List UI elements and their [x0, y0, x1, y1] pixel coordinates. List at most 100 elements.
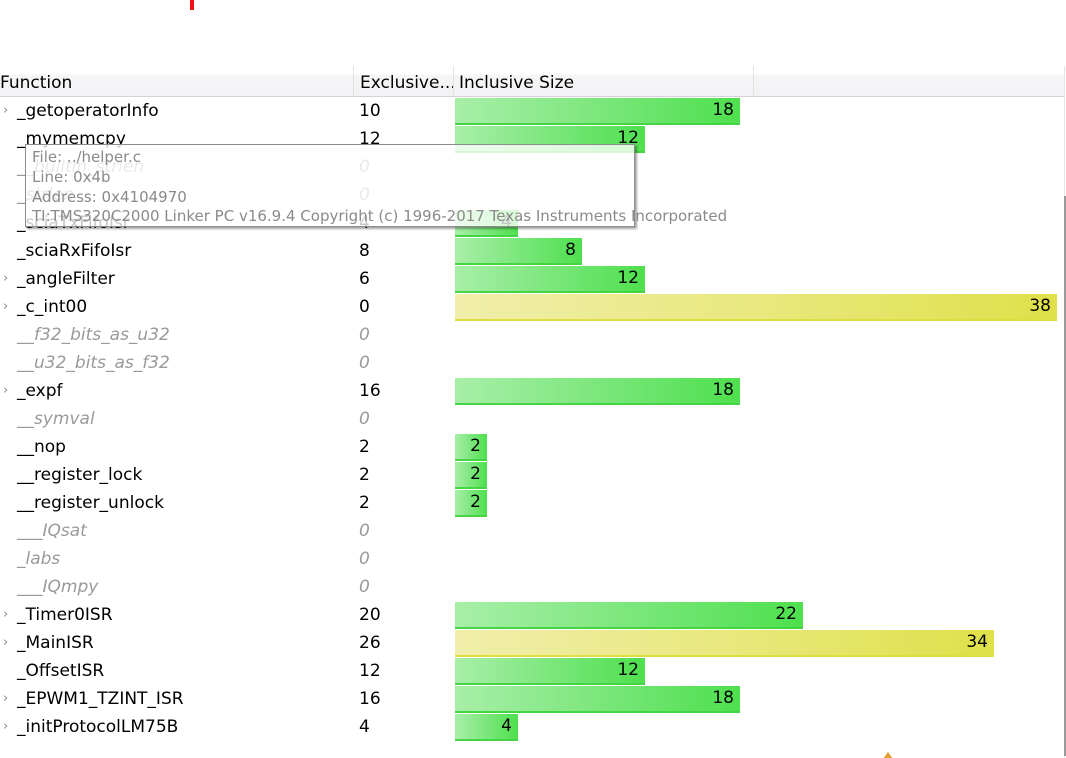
exclusive-size: 16	[359, 689, 381, 709]
function-name: _labs	[17, 549, 61, 569]
exclusive-size: 0	[359, 549, 370, 569]
inclusive-size-bar: 2	[455, 462, 487, 489]
inclusive-size-bar: 18	[455, 98, 740, 125]
table-row[interactable]: › _initProtocolLM75B 4 4	[0, 713, 1064, 741]
table-row[interactable]: › _getoperatorInfo 10 18	[0, 97, 1064, 125]
inclusive-size-bar: 2	[455, 434, 487, 461]
inclusive-size-value: 38	[1029, 296, 1051, 316]
function-name: _sciaRxFifoIsr	[17, 241, 132, 261]
table-row[interactable]: › _EPWM1_TZINT_ISR 16 18	[0, 685, 1064, 713]
column-header-inclusive-size[interactable]: Inclusive Size	[459, 73, 575, 93]
tooltip-producer: TI:TMS320C2000 Linker PC v16.9.4 Copyrig…	[32, 207, 728, 225]
function-name: _getoperatorInfo	[17, 101, 159, 121]
function-name: __f32_bits_as_u32	[17, 325, 170, 345]
column-resize-handle[interactable]	[753, 66, 754, 96]
inclusive-size-value: 2	[470, 492, 481, 512]
expand-chevron-icon[interactable]: ›	[3, 607, 9, 622]
inclusive-size-value: 18	[712, 688, 734, 708]
table-row[interactable]: __register_unlock 2 2	[0, 489, 1064, 517]
table-row[interactable]: ___IQsat 0	[0, 517, 1064, 545]
table-row[interactable]: __register_lock 2 2	[0, 461, 1064, 489]
exclusive-size: 10	[359, 101, 381, 121]
expand-chevron-icon[interactable]: ›	[3, 719, 9, 734]
exclusive-size: 6	[359, 269, 370, 289]
exclusive-size: 0	[359, 409, 370, 429]
inclusive-size-bar: 2	[455, 490, 487, 517]
table-row[interactable]: › _Timer0ISR 20 22	[0, 601, 1064, 629]
exclusive-size: 0	[359, 577, 370, 597]
inclusive-size-value: 8	[565, 240, 576, 260]
inclusive-size-bar: 34	[455, 630, 994, 657]
clipped-status-fragment	[880, 750, 1066, 758]
function-name: __u32_bits_as_f32	[17, 353, 170, 373]
exclusive-size: 12	[359, 661, 381, 681]
inclusive-size-bar: 4	[455, 714, 518, 741]
table-header: Function Exclusive... Inclusive Size	[0, 66, 1064, 97]
inclusive-size-bar: 18	[455, 378, 740, 405]
expand-chevron-icon[interactable]: ›	[3, 383, 9, 398]
inclusive-size-value: 12	[617, 128, 639, 148]
table-row[interactable]: › _MainISR 26 34	[0, 629, 1064, 657]
exclusive-size: 0	[359, 521, 370, 541]
function-name: ___IQmpy	[17, 577, 99, 597]
table-row[interactable]: __u32_bits_as_f32 0	[0, 349, 1064, 377]
tooltip-file: File: ../helper.c	[32, 148, 141, 166]
exclusive-size: 2	[359, 465, 370, 485]
exclusive-size: 4	[359, 717, 370, 737]
exclusive-size: 0	[359, 325, 370, 345]
function-name: __nop	[17, 437, 66, 457]
function-name: _c_int00	[17, 297, 88, 317]
table-row[interactable]: __nop 2 2	[0, 433, 1064, 461]
table-row[interactable]: › _c_int00 0 38	[0, 293, 1064, 321]
table-row[interactable]: _OffsetISR 12 12	[0, 657, 1064, 685]
column-resize-handle[interactable]	[453, 66, 454, 96]
table-row[interactable]: › _angleFilter 6 12	[0, 265, 1064, 293]
expand-chevron-icon[interactable]: ›	[3, 691, 9, 706]
function-name: _MainISR	[17, 633, 94, 653]
tooltip-line: Line: 0x4b	[32, 168, 111, 186]
inclusive-size-value: 2	[470, 436, 481, 456]
table-row[interactable]: __symval 0	[0, 405, 1064, 433]
expand-chevron-icon[interactable]: ›	[3, 103, 9, 118]
red-marker	[190, 0, 194, 10]
inclusive-size-value: 34	[966, 632, 988, 652]
table-row[interactable]: __f32_bits_as_u32 0	[0, 321, 1064, 349]
function-info-tooltip: File: ../helper.c Line: 0x4b Address: 0x…	[25, 144, 727, 227]
function-name: __register_lock	[17, 465, 143, 485]
inclusive-size-bar: 18	[455, 686, 740, 713]
exclusive-size: 16	[359, 381, 381, 401]
inclusive-size-bar: 12	[455, 266, 645, 293]
inclusive-size-bar: 22	[455, 602, 803, 629]
inclusive-size-bar: 8	[455, 238, 582, 265]
exclusive-size: 26	[359, 633, 381, 653]
inclusive-size-bar: 12	[455, 658, 645, 685]
inclusive-size-value: 12	[617, 660, 639, 680]
inclusive-size-value: 12	[617, 268, 639, 288]
exclusive-size: 2	[359, 493, 370, 513]
table-row[interactable]: _labs 0	[0, 545, 1064, 573]
function-name: __symval	[17, 409, 95, 429]
inclusive-size-value: 18	[712, 380, 734, 400]
inclusive-size-value: 18	[712, 100, 734, 120]
inclusive-size-value: 4	[501, 716, 512, 736]
vertical-scrollbar-thumb[interactable]	[1064, 196, 1066, 756]
expand-chevron-icon[interactable]: ›	[3, 271, 9, 286]
inclusive-size-value: 22	[775, 604, 797, 624]
function-name: _angleFilter	[17, 269, 115, 289]
function-size-table: Function Exclusive... Inclusive Size › _g…	[0, 66, 1066, 758]
table-row[interactable]: ___IQmpy 0	[0, 573, 1064, 601]
column-resize-handle[interactable]	[353, 66, 354, 96]
exclusive-size: 0	[359, 297, 370, 317]
exclusive-size: 8	[359, 241, 370, 261]
column-header-function[interactable]: Function	[0, 73, 73, 93]
table-row[interactable]: _sciaRxFifoIsr 8 8	[0, 237, 1064, 265]
inclusive-size-bar: 38	[455, 294, 1057, 321]
function-name: _initProtocolLM75B	[17, 717, 179, 737]
column-header-exclusive[interactable]: Exclusive...	[360, 73, 453, 93]
table-row[interactable]: › _expf 16 18	[0, 377, 1064, 405]
expand-chevron-icon[interactable]: ›	[3, 299, 9, 314]
function-name: __register_unlock	[17, 493, 164, 513]
expand-chevron-icon[interactable]: ›	[3, 635, 9, 650]
tooltip-address: Address: 0x4104970	[32, 188, 187, 206]
function-name: _EPWM1_TZINT_ISR	[17, 689, 184, 709]
